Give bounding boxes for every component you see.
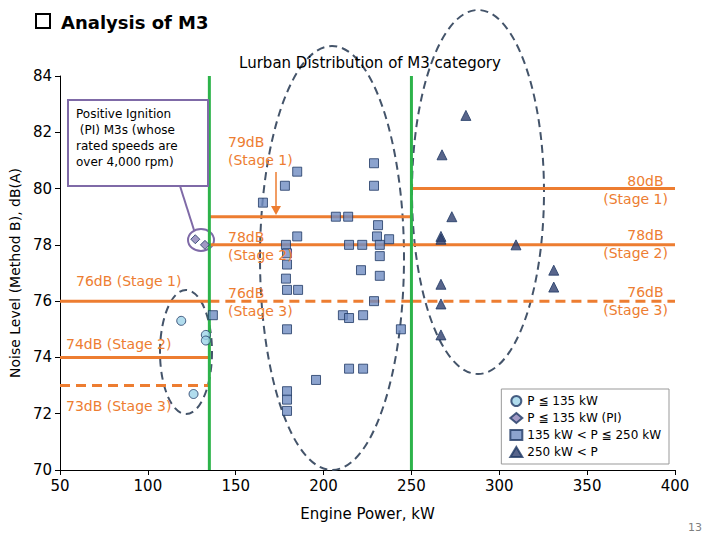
svg-text:rated speeds are: rated speeds are bbox=[76, 139, 181, 153]
svg-text:73dB (Stage 3): 73dB (Stage 3) bbox=[66, 398, 172, 414]
svg-text:76: 76 bbox=[33, 292, 52, 310]
svg-text:(Stage 3): (Stage 3) bbox=[228, 303, 293, 319]
svg-text:over 4,000 rpm): over 4,000 rpm) bbox=[76, 155, 174, 169]
svg-text:250 kW < P: 250 kW < P bbox=[527, 445, 597, 459]
svg-text:P ≦ 135 kW (PI): P ≦ 135 kW (PI) bbox=[527, 411, 621, 425]
svg-text:P ≦ 135 kW: P ≦ 135 kW bbox=[527, 394, 598, 408]
svg-text:80dB: 80dB bbox=[627, 173, 668, 189]
svg-text:Lurban Distribution of M3 cate: Lurban Distribution of M3 category bbox=[239, 54, 501, 72]
svg-text:80: 80 bbox=[33, 180, 52, 198]
svg-text:Positive Ignition: Positive Ignition bbox=[76, 107, 171, 121]
svg-text:50: 50 bbox=[50, 477, 69, 495]
svg-text:200: 200 bbox=[309, 477, 338, 495]
svg-text:(Stage 2): (Stage 2) bbox=[603, 245, 668, 261]
svg-text:(Stage 2): (Stage 2) bbox=[228, 247, 293, 263]
svg-text:84: 84 bbox=[33, 67, 52, 85]
svg-text:76dB: 76dB bbox=[228, 285, 269, 301]
svg-text:250: 250 bbox=[397, 477, 426, 495]
svg-text:(Stage 1): (Stage 1) bbox=[228, 152, 293, 168]
svg-text:78dB: 78dB bbox=[627, 227, 668, 243]
svg-text:Engine Power, kW: Engine Power, kW bbox=[300, 505, 435, 523]
svg-text:76dB: 76dB bbox=[627, 284, 668, 300]
svg-text:135 kW < P ≦ 250 kW: 135 kW < P ≦ 250 kW bbox=[527, 428, 661, 442]
svg-text:78dB: 78dB bbox=[228, 229, 269, 245]
svg-text:300: 300 bbox=[485, 477, 514, 495]
svg-text:Noise Level (Method B), dB(A): Noise Level (Method B), dB(A) bbox=[7, 168, 23, 378]
svg-text:78: 78 bbox=[33, 236, 52, 254]
svg-text:74: 74 bbox=[33, 348, 52, 366]
svg-text:82: 82 bbox=[33, 123, 52, 141]
svg-text:13: 13 bbox=[688, 521, 702, 534]
svg-text:400: 400 bbox=[661, 477, 690, 495]
svg-text:350: 350 bbox=[573, 477, 602, 495]
svg-text:76dB (Stage 1): 76dB (Stage 1) bbox=[76, 273, 182, 289]
svg-text:(PI) M3s (whose: (PI) M3s (whose bbox=[76, 123, 179, 137]
svg-text:(Stage 3): (Stage 3) bbox=[603, 302, 668, 318]
svg-text:72: 72 bbox=[33, 405, 52, 423]
svg-text:79dB: 79dB bbox=[228, 134, 269, 150]
svg-text:74dB (Stage 2): 74dB (Stage 2) bbox=[66, 336, 172, 352]
svg-text:(Stage 1): (Stage 1) bbox=[603, 191, 668, 207]
svg-text:100: 100 bbox=[134, 477, 163, 495]
svg-text:70: 70 bbox=[33, 461, 52, 479]
svg-text:150: 150 bbox=[221, 477, 250, 495]
svg-text:Analysis of M3: Analysis of M3 bbox=[61, 12, 209, 33]
